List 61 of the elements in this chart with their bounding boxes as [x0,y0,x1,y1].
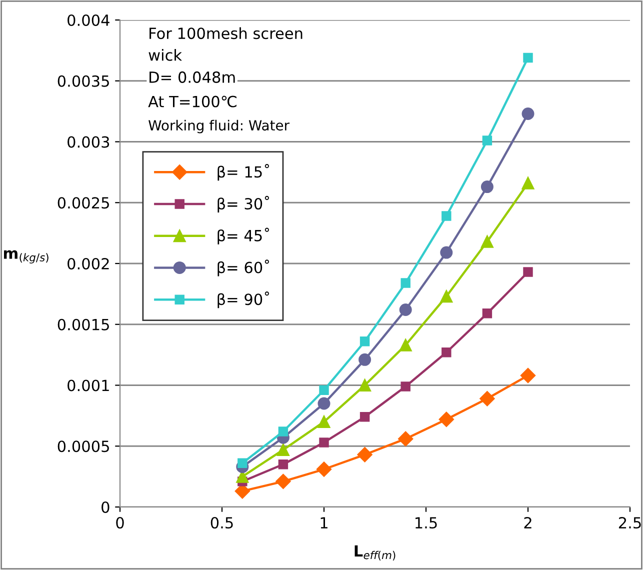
y-tick-label: 0.002 [68,258,109,270]
annotation: Working fluid: Water [148,120,290,134]
point [360,336,370,346]
annotation: At T=100℃ [148,96,236,108]
y-tick-label: 0.0005 [58,440,109,452]
point [398,431,414,446]
point [523,52,533,63]
y-tick-label: 0.003 [68,136,110,148]
legend-label: β= 15˚ [218,164,269,181]
point [442,211,452,221]
point [358,379,372,392]
x-axis-title: L$_{eff(m)}$ [354,545,396,560]
point [400,382,410,392]
y-tick-label: 0.001 [68,380,109,392]
x-tick-label: 1.5 [416,517,437,529]
legend-label: β= 90˚ [218,292,269,308]
legend-label: β= 45˚ [218,228,269,244]
point [523,267,533,277]
point [319,385,329,395]
point [318,416,330,428]
point [480,180,494,194]
point [278,426,288,436]
y-axis-title: m$_{(kg/s)}$ [4,250,48,264]
annotation: For 100mesh screen wick [148,27,302,61]
point [360,412,370,422]
x-tick-label: 0 [116,516,124,529]
point [357,447,372,462]
point [442,348,452,358]
point [276,474,291,489]
point [278,460,288,470]
point [440,290,453,303]
point [480,391,495,406]
legend-label: β= 60˚ [218,260,269,276]
point [438,412,454,427]
annotation: D= 0.048m [150,71,235,83]
y-tick-label: 0.0015 [58,318,109,330]
point [522,107,534,120]
y-tick-label: 0.0035 [58,75,109,87]
point [520,368,536,384]
y-tick-label: 0.004 [68,14,110,26]
y-tick-label: 0.0025 [58,197,109,209]
x-tick-label: 1 [320,517,328,528]
point [522,176,534,190]
point [319,438,329,448]
point [399,338,412,352]
point [480,235,494,248]
x-tick-label: 2.5 [618,516,641,529]
point [482,308,492,318]
point [440,246,453,259]
point [316,462,332,477]
point [358,353,372,366]
legend-label: β= 30˚ [218,196,269,213]
point [400,278,410,288]
x-tick-label: 0.5 [210,516,233,529]
point [238,458,248,468]
point [482,136,492,146]
point [399,304,412,316]
x-tick-label: 2 [524,516,532,528]
point [318,397,330,410]
point [276,444,290,456]
y-tick-label: 0 [102,501,110,514]
